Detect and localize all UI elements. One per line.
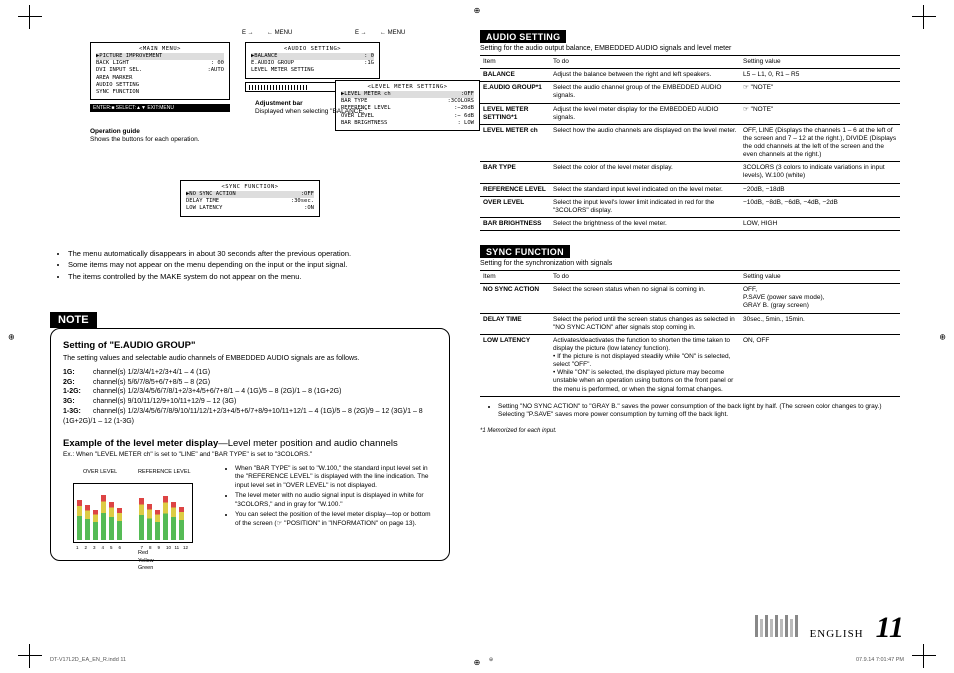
menu-item: DVI INPUT SEL.:AUTO [96, 67, 224, 74]
main-bullets: The menu automatically disappears in abo… [58, 248, 450, 282]
menu-item: LEVEL METER SETTING [251, 67, 374, 74]
color-label: Green [138, 565, 154, 573]
main-menu-box: <MAIN MENU> ▶PICTURE IMPROVEMENT BACK LI… [90, 42, 230, 100]
menu-item: AUDIO SETTING [96, 82, 224, 89]
menu-title: <MAIN MENU> [96, 46, 224, 53]
enter-bar: ENTER:■ SELECT:▲▼ EXIT:MENU [90, 104, 230, 112]
color-label: Yellow [138, 558, 154, 566]
table-row: LEVEL METER chSelect how the audio chann… [480, 124, 900, 162]
audio-table: Item To do Setting value BALANCEAdjust t… [480, 55, 900, 231]
bullet: The items controlled by the MAKE system … [68, 271, 450, 282]
table-row: OVER LEVELSelect the input level's lower… [480, 196, 900, 217]
table-row: E.AUDIO GROUP*1Select the audio channel … [480, 82, 900, 103]
language-label: ENGLISH [810, 628, 864, 640]
memorized-footnote: *1 Memorized for each input. [480, 428, 900, 434]
menu-title: <AUDIO SETTING> [251, 46, 374, 53]
note-tag: NOTE [50, 312, 97, 328]
group-line: 1-3G: channel(s) 1/2/3/4/5/6/7/8/9/10/11… [63, 407, 437, 427]
th-val: Setting value [740, 271, 900, 284]
menu-item: DELAY TIME:30sec. [186, 198, 314, 205]
color-label: Red [138, 550, 154, 558]
bullet: The menu automatically disappears in abo… [68, 248, 450, 259]
menu-item: SYNC FUNCTION [96, 89, 224, 96]
arrow-menu: ← MENU [380, 30, 405, 36]
group-line: 2G: channel(s) 5/6/7/8/5+6/7+8/5 – 8 (2G… [63, 378, 437, 388]
audio-section-desc: Setting for the audio output balance, EM… [480, 45, 900, 52]
menu-item: AREA MARKER [96, 75, 224, 82]
file-label: DT-V17L2D_EA_EN_R.indd 11 [50, 657, 126, 663]
table-row: NO SYNC ACTIONSelect the screen status w… [480, 284, 900, 313]
adjustment-label: Adjustment bar Displayed when selecting … [255, 100, 367, 117]
example-bullets: When "BAR TYPE" is set to "W.100," the s… [225, 465, 435, 550]
group-line: 1-2G: channel(s) 1/2/3/4/5/6/7/8/1+2/3+4… [63, 387, 437, 397]
th-todo: To do [550, 271, 740, 284]
menu-item: ▶LEVEL METER ch:OFF [341, 91, 474, 98]
table-row: DELAY TIMESelect the period until the sc… [480, 313, 900, 334]
menu-title: <LEVEL METER SETTING> [341, 84, 474, 91]
menu-item: BACK LIGHT: 00 [96, 60, 224, 67]
sync-table: Item To do Setting value NO SYNC ACTIONS… [480, 270, 900, 397]
group-line: 1G: channel(s) 1/2/3/4/1+2/3+4/1 – 4 (1G… [63, 368, 437, 378]
page-footer: ENGLISH 11 [755, 611, 904, 645]
th-val: Setting value [740, 56, 900, 69]
ex-bullet: When "BAR TYPE" is set to "W.100," the s… [235, 465, 435, 490]
menu-title: <SYNC FUNCTION> [186, 184, 314, 191]
barcode [755, 615, 798, 637]
tiny-footer: DT-V17L2D_EA_EN_R.indd 11 ⊕ 07.9.14 7:01… [50, 657, 904, 663]
bullet: Some items may not appear on the menu de… [68, 259, 450, 270]
table-row: LOW LATENCYActivates/deactivates the fun… [480, 334, 900, 396]
table-row: REFERENCE LEVELSelect the standard input… [480, 183, 900, 196]
ex-bullet: The level meter with no audio signal inp… [235, 492, 435, 509]
note-sub: The setting values and selectable audio … [63, 354, 437, 364]
sync-section-tag: SYNC FUNCTION [480, 245, 570, 258]
audio-section-tag: AUDIO SETTING [480, 30, 566, 43]
th-item: Item [480, 271, 550, 284]
time-label: 07.9.14 7:01:47 PM [856, 657, 904, 663]
post-bullet: Setting "NO SYNC ACTION" to "GRAY B." sa… [498, 403, 900, 421]
page-number: 11 [876, 611, 904, 645]
sync-menu-box: <SYNC FUNCTION> ▶NO SYNC ACTION:OFF DELA… [180, 180, 320, 217]
arrow-e: E → [355, 30, 367, 36]
note-heading: Setting of "E.AUDIO GROUP" [63, 339, 437, 352]
example-sub: Ex.: When "LEVEL METER ch" is set to "LI… [63, 450, 437, 459]
ex-bullet: You can select the position of the level… [235, 511, 435, 528]
menu-item: ▶BALANCE: 0 [251, 53, 374, 60]
arrow-menu: ← MENU [267, 30, 292, 36]
menu-item: E.AUDIO GROUP:1G [251, 60, 374, 67]
th-todo: To do [550, 56, 740, 69]
arrow-e: E → [242, 30, 254, 36]
center-mark: ⊕ [489, 657, 494, 663]
reg-mark: ⊕ [8, 332, 15, 341]
reflevel-label: REFERENCE LEVEL [138, 469, 191, 477]
group-list: 1G: channel(s) 1/2/3/4/1+2/3+4/1 – 4 (1G… [63, 368, 437, 427]
audio-menu-box: <AUDIO SETTING> ▶BALANCE: 0 E.AUDIO GROU… [245, 42, 380, 79]
menu-item: BAR BRIGHTNESS: LOW [341, 120, 474, 127]
operation-guide-label: Operation guide Shows the buttons for ea… [90, 128, 200, 145]
table-row: LEVEL METER SETTING*1Adjust the level me… [480, 103, 900, 124]
overlevel-label: OVER LEVEL [83, 469, 117, 477]
menu-item: ▶PICTURE IMPROVEMENT [96, 53, 224, 60]
table-row: BAR BRIGHTNESSSelect the brightness of t… [480, 217, 900, 230]
sync-section-desc: Setting for the synchronization with sig… [480, 260, 900, 267]
menu-diagram: E → ← MENU E → ← MENU <MAIN MENU> ▶PICTU… [50, 30, 450, 240]
post-bullets: Setting "NO SYNC ACTION" to "GRAY B." sa… [488, 403, 900, 421]
menu-item: LOW LATENCY:ON [186, 205, 314, 212]
level-meter-graphic: OVER LEVEL REFERENCE LEVEL 123456 789101… [63, 465, 213, 550]
th-item: Item [480, 56, 550, 69]
table-row: BALANCEAdjust the balance between the ri… [480, 69, 900, 82]
reg-mark: ⊕ [474, 6, 481, 15]
table-row: BAR TYPESelect the color of the level me… [480, 162, 900, 183]
example-heading: Example of the level meter display—Level… [63, 437, 437, 450]
note-body: Setting of "E.AUDIO GROUP" The setting v… [50, 328, 450, 561]
menu-item: ▶NO SYNC ACTION:OFF [186, 191, 314, 198]
reg-mark: ⊕ [939, 332, 946, 341]
group-line: 3G: channel(s) 9/10/11/12/9+10/11+12/9 –… [63, 397, 437, 407]
